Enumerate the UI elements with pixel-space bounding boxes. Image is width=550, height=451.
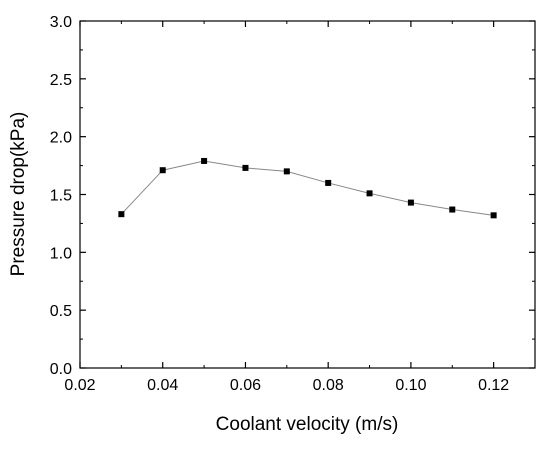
y-tick-label: 1.5 xyxy=(50,188,72,205)
data-point xyxy=(159,167,166,174)
series-layer xyxy=(118,157,497,219)
y-axis-title: Pressure drop(kPa) xyxy=(8,112,29,277)
x-axis-title: Coolant velocity (m/s) xyxy=(216,414,399,435)
x-tick-label: 0.06 xyxy=(230,377,261,394)
x-axis-ticks: 0.02 0.04 0.06 0.08 0.10 0.12 xyxy=(64,21,509,394)
data-point xyxy=(325,179,332,186)
x-tick-label: 0.02 xyxy=(64,377,95,394)
data-point xyxy=(366,190,373,197)
data-point xyxy=(407,199,414,206)
y-tick-label: 2.5 xyxy=(50,72,72,89)
data-point xyxy=(449,206,456,213)
plot-frame xyxy=(79,20,536,369)
y-tick-label: 2.0 xyxy=(50,130,72,147)
data-point xyxy=(201,157,208,164)
x-tick-label: 0.12 xyxy=(478,377,509,394)
x-tick-label: 0.08 xyxy=(313,377,344,394)
y-tick-label: 0.5 xyxy=(50,303,72,320)
y-tick-label: 3.0 xyxy=(50,14,72,31)
y-tick-label: 0.0 xyxy=(50,361,72,378)
data-point xyxy=(242,164,249,171)
series-line xyxy=(120,160,494,216)
x-tick-label: 0.04 xyxy=(147,377,178,394)
y-axis-ticks: 0.0 0.5 1.0 1.5 2.0 2.5 3.0 xyxy=(50,14,535,378)
data-point xyxy=(283,168,290,175)
data-point xyxy=(490,212,497,219)
data-point xyxy=(118,211,125,218)
y-tick-label: 1.0 xyxy=(50,245,72,262)
x-tick-label: 0.10 xyxy=(395,377,426,394)
